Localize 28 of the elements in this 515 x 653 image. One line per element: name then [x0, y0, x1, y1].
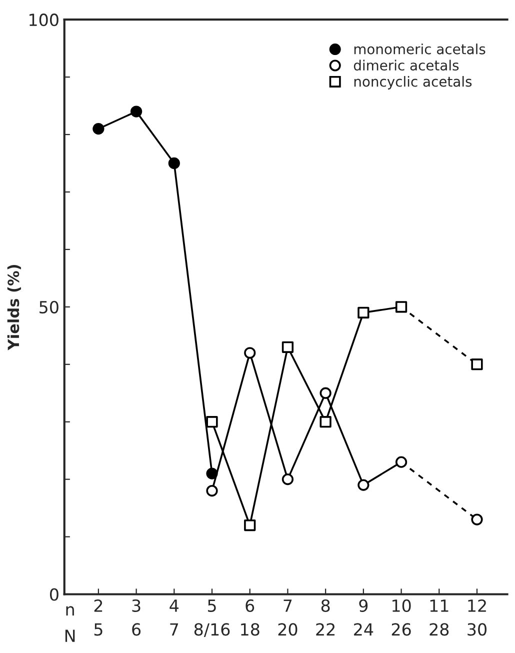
point [320, 416, 332, 428]
x-tick-label: 11 28 [430, 600, 449, 636]
legend-label: dimeric acetals [354, 60, 459, 71]
x-tick-label: 8 22 [316, 599, 335, 636]
x-tick-label: 3 6 [132, 599, 141, 636]
point [358, 306, 370, 318]
legend-label: monomeric acetals [354, 44, 486, 54]
point [206, 416, 218, 428]
text: N [65, 630, 75, 642]
point [471, 358, 483, 370]
x-tick-label: 2 5 [94, 599, 102, 636]
x-tick-label: 12 30 [468, 599, 486, 636]
x-tick-label: 5 8/16 [194, 600, 230, 638]
x-tick-label: 4 7 [170, 600, 179, 636]
x-tick-label: 9 24 [354, 599, 374, 636]
y-tick-label: 50 [40, 300, 58, 314]
point [244, 519, 256, 532]
point [471, 514, 483, 526]
legend-label: noncyclic acetals [354, 76, 472, 90]
x-tick-label: 10 26 [392, 599, 411, 636]
x-tick-label: 6 18 [241, 599, 260, 636]
y-axis-title: Yields (%) [7, 264, 21, 350]
point [395, 301, 408, 313]
x-tick-label: 7 20 [278, 600, 298, 636]
text: n [66, 606, 74, 616]
y-tick-label: 0 [50, 588, 58, 601]
point [282, 341, 294, 353]
y-tick-label: 100 [30, 14, 58, 26]
